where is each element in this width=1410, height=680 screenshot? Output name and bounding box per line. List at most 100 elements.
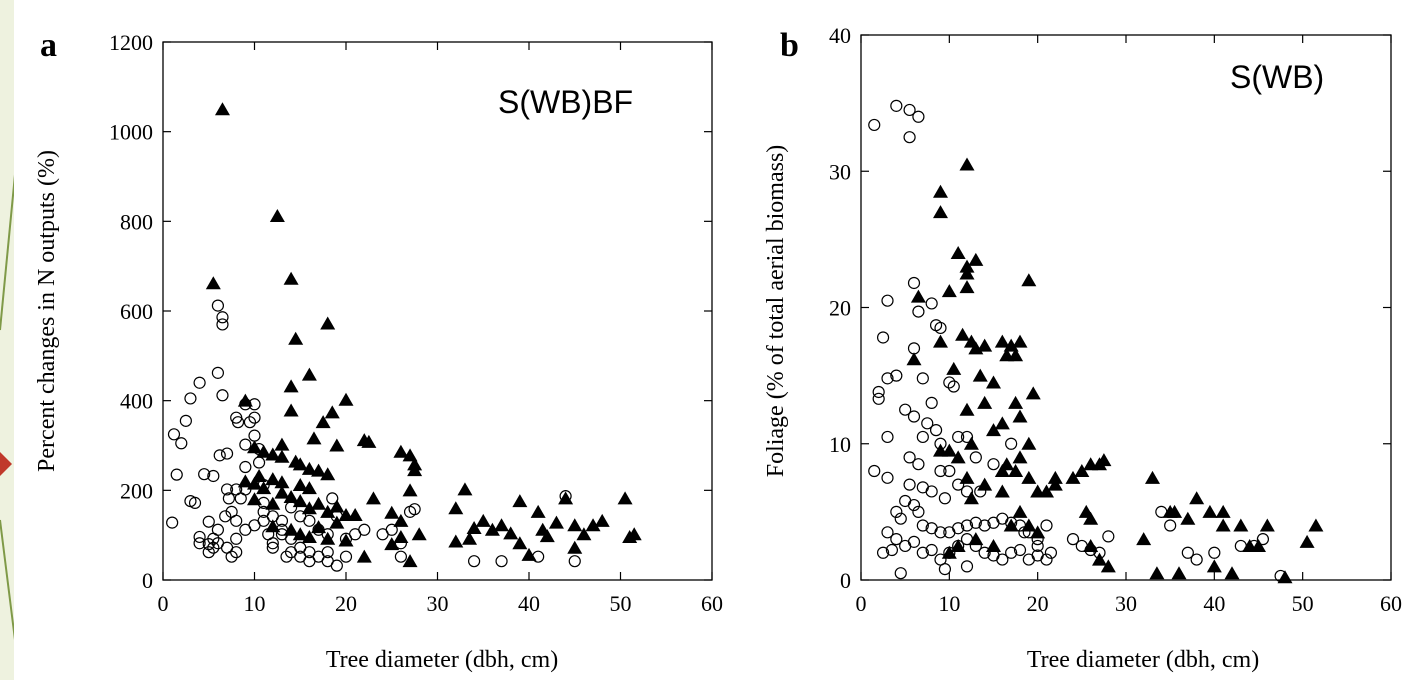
chart-b-triangle-point bbox=[963, 491, 979, 505]
chart-b-x-tick-label: 40 bbox=[1203, 591, 1225, 616]
chart-a-triangle-point bbox=[365, 491, 381, 505]
chart-a-circle-point bbox=[184, 494, 197, 508]
chart-a-circle-point bbox=[211, 299, 224, 312]
chart-a-circle-point bbox=[175, 437, 188, 450]
chart-a-x-tick-label: 30 bbox=[427, 591, 449, 616]
chart-a-triangle-point bbox=[617, 491, 633, 505]
chart-b-circle-point bbox=[974, 485, 987, 498]
chart-a-triangle-point bbox=[448, 501, 464, 515]
chart-b-triangle-point bbox=[950, 246, 966, 259]
chart-b-triangle-point bbox=[1003, 338, 1019, 352]
chart-a-triangle-point bbox=[301, 529, 317, 543]
chart-a-triangle-point bbox=[292, 457, 308, 471]
chart-a-circle-point bbox=[252, 442, 266, 456]
chart-b-circle-point bbox=[952, 522, 965, 535]
chart-a-y-tick-label: 600 bbox=[120, 299, 153, 324]
chart-b-triangle-point bbox=[959, 157, 975, 171]
chart-b-circle-point bbox=[1274, 569, 1287, 583]
chart-a-triangle-point bbox=[274, 437, 290, 451]
chart-b-triangle-point bbox=[977, 338, 993, 352]
chart-b-circle-point bbox=[912, 505, 925, 518]
chart-a-triangle-point bbox=[462, 531, 478, 545]
chart-b-circle-point bbox=[987, 458, 1000, 471]
chart-a-triangle-point bbox=[288, 331, 304, 345]
chart-a-plot-frame bbox=[162, 41, 713, 581]
chart-a-triangle-point bbox=[548, 515, 564, 529]
chart-a-triangle-point bbox=[567, 540, 583, 554]
chart-a-triangle-point bbox=[338, 392, 354, 406]
chart-b-circle-point bbox=[1005, 437, 1018, 450]
chart-a-triangle-point bbox=[576, 527, 592, 541]
chart-a-triangle-point bbox=[301, 367, 317, 381]
chart-b-circle-point bbox=[929, 424, 943, 437]
chart-b: b S(WB) Tree diameter (dbh, cm) Foliage … bbox=[763, 23, 1402, 673]
chart-a-triangle-point bbox=[475, 513, 491, 527]
chart-b-y-tick-label: 0 bbox=[840, 568, 851, 593]
chart-a-circle-point bbox=[211, 366, 224, 379]
chart-a-circle-point bbox=[230, 532, 243, 545]
chart-b-y-tick-label: 40 bbox=[829, 23, 851, 48]
chart-a-circle-point bbox=[166, 516, 179, 529]
chart-a-circle-point bbox=[193, 530, 206, 544]
chart-a-triangle-point bbox=[448, 534, 464, 548]
chart-a-circle-point bbox=[222, 492, 235, 505]
chart-a-circle-point bbox=[248, 429, 261, 442]
chart-b-triangle-point bbox=[1021, 436, 1037, 450]
chart-a-circle-point bbox=[198, 468, 211, 481]
chart-a-triangle-point bbox=[256, 481, 272, 495]
chart-a-annotation: S(WB)BF bbox=[498, 84, 633, 120]
chart-b-circle-point bbox=[916, 546, 929, 559]
chart-a-circle-point bbox=[266, 537, 279, 550]
arrow-marker-icon bbox=[0, 452, 12, 476]
chart-a-triangle-point bbox=[283, 271, 299, 285]
chart-a-circle-point bbox=[266, 541, 279, 554]
chart-b-circle-point bbox=[916, 519, 929, 532]
chart-a-triangle-point bbox=[265, 447, 281, 461]
chart-a-triangle-point bbox=[292, 494, 308, 508]
chart-a-triangle-point bbox=[361, 434, 377, 448]
chart-a-circle-point bbox=[257, 496, 270, 509]
chart-a-circle-point bbox=[394, 537, 407, 550]
chart-a-circle-point bbox=[193, 537, 206, 550]
chart-b-circle-point bbox=[969, 451, 982, 464]
chart-b-circle-point bbox=[1005, 546, 1018, 559]
chart-b-triangle-point bbox=[977, 395, 993, 409]
chart-b-triangle-point bbox=[1008, 348, 1024, 362]
chart-a-triangle-point bbox=[411, 527, 427, 541]
chart-a-circle-point bbox=[468, 555, 481, 568]
chart-b-circle-point bbox=[960, 485, 974, 498]
chart-b-y-tick-label: 10 bbox=[829, 432, 851, 457]
chart-b-circle-point bbox=[943, 546, 956, 559]
chart-a-circle-point bbox=[330, 559, 343, 572]
chart-b-triangle-point bbox=[950, 538, 966, 552]
chart-b-triangle-point bbox=[977, 477, 993, 491]
chart-a-circle-point bbox=[394, 550, 407, 563]
chart-b-circle-point bbox=[925, 485, 938, 498]
chart-a-triangle-point bbox=[402, 483, 418, 497]
chart-b-circle-point bbox=[881, 430, 894, 444]
chart-b-circle-point bbox=[934, 526, 947, 539]
chart-b-circle-point bbox=[1040, 519, 1053, 532]
chart-a-circle-point bbox=[211, 523, 224, 536]
chart-a-circle-point bbox=[275, 514, 289, 527]
chart-b-triangle-point bbox=[1008, 464, 1024, 477]
chart-b-annotation: S(WB) bbox=[1230, 59, 1324, 95]
chart-a-x-tick-label: 20 bbox=[335, 591, 357, 616]
chart-a-triangle-point bbox=[274, 485, 290, 499]
chart-b-triangle-point bbox=[1021, 470, 1037, 484]
chart-a-circle-point bbox=[257, 478, 270, 492]
chart-b-circle-point bbox=[1031, 533, 1044, 546]
chart-a-circle-point bbox=[532, 550, 545, 563]
chart-b-triangle-point bbox=[1065, 470, 1081, 484]
chart-a-triangle-point bbox=[237, 474, 253, 488]
chart-b-triangle-point bbox=[994, 416, 1010, 430]
chart-b-circle-point bbox=[1256, 533, 1270, 546]
chart-b-circle-point bbox=[938, 562, 952, 576]
chart-a-triangle-point bbox=[494, 518, 510, 532]
chart-a-circle-point bbox=[207, 541, 220, 554]
chart-a-circle-point bbox=[239, 460, 252, 474]
chart-a-y-tick-label: 1200 bbox=[109, 30, 153, 55]
chart-b-triangle-point bbox=[959, 259, 975, 273]
chart-a-triangle-point bbox=[521, 547, 537, 561]
chart-a-circle-point bbox=[202, 546, 215, 559]
